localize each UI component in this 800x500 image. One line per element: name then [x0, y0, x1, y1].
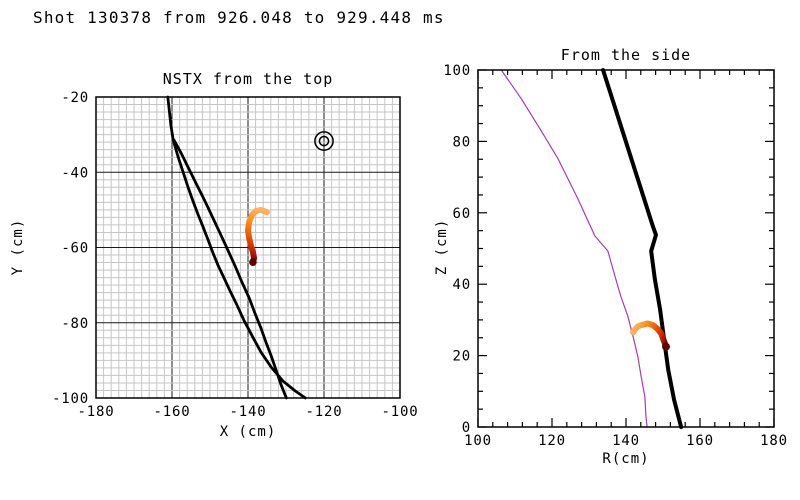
x-tick-label: 140 [612, 433, 640, 449]
dust-trajectory-top-end-dot [249, 258, 257, 266]
y-tick-label: 60 [453, 206, 471, 222]
y-tick-label: 80 [453, 134, 471, 150]
plot-frame [477, 69, 775, 428]
port-target-marker [314, 131, 334, 151]
x-tick-label: 100 [464, 433, 492, 449]
side-view-xaxis-label: R(cm) [602, 451, 650, 467]
antenna-outline-b [172, 138, 288, 400]
y-tick-label: -80 [61, 316, 89, 332]
top-view-title: NSTX from the top [162, 70, 334, 88]
dust-trajectory-side [630, 320, 669, 350]
y-tick-label: 0 [462, 420, 471, 436]
y-tick-label: 20 [453, 349, 471, 365]
main-title: Shot 130378 from 926.048 to 929.448 ms [33, 8, 445, 27]
side-view-title: From the side [560, 46, 692, 64]
y-tick-label: 40 [453, 277, 471, 293]
x-tick-label: -120 [306, 404, 343, 420]
y-tick-label: -40 [61, 165, 89, 181]
port-target-marker [318, 135, 330, 147]
x-tick-label: -100 [382, 404, 419, 420]
y-tick-label: 100 [443, 63, 471, 79]
x-tick-label: -160 [154, 404, 191, 420]
x-tick-label: 180 [760, 433, 788, 449]
antenna-profile [601, 68, 684, 429]
y-tick-label: -100 [52, 391, 89, 407]
vessel-wall [500, 69, 648, 428]
antenna-outline-a [166, 95, 307, 400]
y-tick-label: -20 [61, 90, 89, 106]
dust-trajectory-top [245, 206, 270, 266]
x-tick-label: 120 [538, 433, 566, 449]
plot-frame [95, 96, 401, 399]
y-tick-label: -60 [61, 241, 89, 257]
x-tick-label: 160 [686, 433, 714, 449]
top-view-xaxis-label: X (cm) [219, 424, 277, 440]
x-tick-label: -180 [78, 404, 115, 420]
x-tick-label: -140 [230, 404, 267, 420]
dust-trajectory-side-end-dot [661, 342, 670, 351]
